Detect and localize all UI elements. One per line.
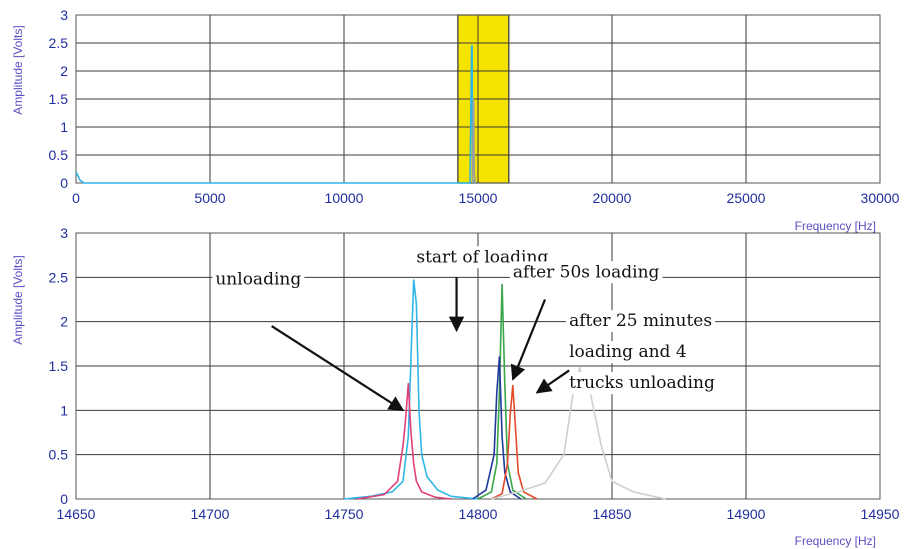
annotation-label: trucks unloading	[569, 373, 715, 393]
y-tick-label: 1.5	[49, 91, 69, 107]
y-tick-label: 3	[60, 225, 68, 241]
series-line-4	[472, 356, 522, 500]
zoomed-chart: 0 0.5 1 1.5 2 2.5 3 14650 14700 14750 14800 14850 14…	[11, 225, 900, 548]
annotation-label: after 25 minutes	[569, 311, 712, 331]
y-axis-label: Amplitude [Volts]	[11, 25, 25, 114]
y-tick-label: 1	[60, 119, 68, 135]
annotation-label: after 50s loading	[513, 262, 660, 282]
y-tick-label: 2	[60, 314, 68, 330]
x-tick-label: 14650	[57, 506, 96, 522]
annotation-arrow	[510, 299, 547, 381]
x-tick-label: 14900	[727, 506, 766, 522]
annotation-background	[566, 341, 690, 364]
series-line-2	[357, 382, 452, 500]
x-tick-label: 5000	[194, 190, 225, 206]
annotation-background	[566, 310, 716, 333]
x-tick-label: 15000	[459, 190, 498, 206]
annotation-arrow	[271, 325, 405, 412]
y-tick-label: 2	[60, 63, 68, 79]
x-tick-label: 25000	[727, 190, 766, 206]
y-tick-label: 1	[60, 402, 68, 418]
x-tick-label: 14750	[325, 506, 364, 522]
annotation-label: loading and 4	[569, 342, 687, 362]
y-tick-label: 1.5	[49, 358, 69, 374]
y-tick-label: 0	[60, 491, 68, 507]
annotation-background	[212, 268, 305, 291]
series-line-1	[343, 279, 479, 500]
series-line-3	[477, 283, 527, 500]
x-tick-label: 10000	[325, 190, 364, 206]
y-tick-label: 3	[60, 7, 68, 23]
series-line-5	[491, 384, 538, 500]
x-tick-label: 14850	[593, 506, 632, 522]
y-axis-label: Amplitude [Volts]	[11, 255, 25, 344]
annotation-arrow	[535, 369, 570, 394]
x-axis-label: Frequency [Hz]	[795, 219, 876, 233]
y-tick-label: 2.5	[49, 269, 69, 285]
plot-frame	[75, 14, 881, 184]
y-tick-label: 0.5	[49, 147, 69, 163]
x-tick-label: 14700	[191, 506, 230, 522]
annotation-background	[566, 372, 718, 395]
x-tick-label: 20000	[593, 190, 632, 206]
annotation-label: unloading	[215, 269, 301, 289]
y-tick-label: 0	[60, 175, 68, 191]
x-tick-label: 14800	[459, 506, 498, 522]
y-tick-label: 0.5	[49, 447, 69, 463]
x-axis-label: Frequency [Hz]	[795, 534, 876, 548]
y-tick-label: 2.5	[49, 35, 69, 51]
overview-chart: 0 0.5 1 1.5 2 2.5 3 0 5000 10000 15000 20000 25000 30…	[11, 7, 900, 233]
series-line-2	[471, 98, 477, 184]
x-tick-label: 14950	[861, 506, 900, 522]
x-tick-label: 0	[72, 190, 80, 206]
x-tick-label: 30000	[861, 190, 900, 206]
annotation-background	[509, 261, 663, 284]
